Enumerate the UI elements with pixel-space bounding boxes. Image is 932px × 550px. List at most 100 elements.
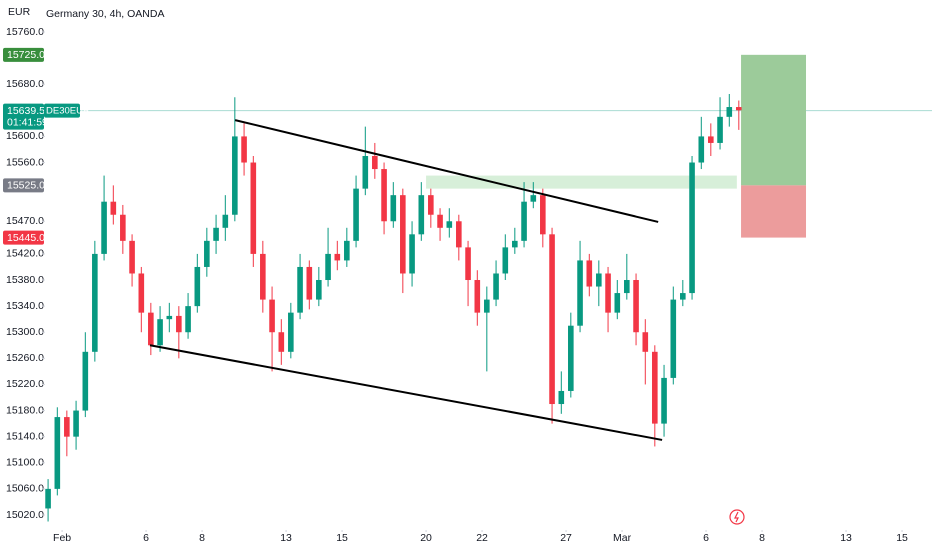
candle-body xyxy=(614,293,621,313)
candle-body xyxy=(278,332,285,352)
x-tick-label: 6 xyxy=(703,532,709,544)
candle-body xyxy=(624,280,630,294)
candle-body xyxy=(446,221,453,228)
x-tick-label: 22 xyxy=(476,532,488,544)
candle-body xyxy=(250,162,257,254)
candle-body xyxy=(680,293,686,300)
candle-body xyxy=(484,299,490,313)
y-tick-label: 15680.0 xyxy=(6,78,44,90)
candle-body xyxy=(502,247,509,274)
y-tick-label: 15470.0 xyxy=(6,215,44,227)
y-tick-label: 15140.0 xyxy=(6,430,44,442)
candle-body xyxy=(260,253,266,300)
x-tick-label: Mar xyxy=(613,532,632,544)
symbol-label: DE30EUR xyxy=(46,106,90,117)
candle-body xyxy=(138,273,145,313)
last-price-box xyxy=(3,103,44,130)
y-tick-label: 15340.0 xyxy=(6,300,44,312)
candle-body xyxy=(54,417,61,489)
y-tick-label: 15260.0 xyxy=(6,352,44,364)
candle-body xyxy=(372,155,378,170)
candle-body xyxy=(213,227,219,241)
candle-body xyxy=(110,201,117,215)
last-price-label: 15639.5 xyxy=(7,105,45,117)
candle-body xyxy=(73,410,79,437)
candle-body xyxy=(493,273,499,300)
candle-body xyxy=(521,201,527,241)
candle-body xyxy=(708,136,714,143)
stop-zone xyxy=(741,185,807,238)
candle-body xyxy=(512,240,518,248)
symbol-box xyxy=(44,103,80,118)
candle-body xyxy=(232,136,238,215)
candle-body xyxy=(194,266,201,307)
candle-body xyxy=(306,266,313,300)
candle-body xyxy=(670,299,677,378)
candle-body xyxy=(241,136,247,163)
candle-body xyxy=(92,253,98,352)
chart-title: Germany 30, 4h, OANDA xyxy=(46,8,164,20)
candle-body xyxy=(530,195,537,202)
candle-body xyxy=(176,315,182,333)
y-tick-label: 15300.0 xyxy=(6,326,44,338)
price-label-box xyxy=(3,47,44,62)
candle-body xyxy=(736,107,742,111)
candle-body xyxy=(381,169,387,222)
candle-body xyxy=(157,319,163,346)
candle-body xyxy=(222,214,229,228)
y-tick-label: 15380.0 xyxy=(6,274,44,286)
y-tick-label: 15020.0 xyxy=(6,509,44,521)
candle-body xyxy=(204,240,210,267)
candle-body xyxy=(334,253,341,261)
candle-body xyxy=(353,188,359,241)
candle-body xyxy=(390,195,397,222)
candle-body xyxy=(726,107,733,117)
candle-body xyxy=(540,195,546,235)
candle-body xyxy=(148,312,154,346)
y-tick-label: 15060.0 xyxy=(6,483,44,495)
y-tick-label: 15180.0 xyxy=(6,404,44,416)
countdown: 01:41:59 xyxy=(7,116,48,128)
candle-body xyxy=(568,325,574,391)
replay-icon[interactable] xyxy=(729,509,745,525)
y-tick-label: 15560.0 xyxy=(6,156,44,168)
candle-body xyxy=(288,312,294,352)
candle-body xyxy=(418,195,425,235)
candle-body xyxy=(45,488,51,509)
candle-body xyxy=(717,116,723,143)
x-tick-label: 6 xyxy=(143,532,149,544)
trendline xyxy=(234,119,659,223)
candle-body xyxy=(661,377,667,424)
candle-body xyxy=(642,332,649,352)
candle-body xyxy=(465,247,471,281)
candle-body xyxy=(549,234,555,405)
candle-body xyxy=(297,266,303,313)
price-label-box xyxy=(3,178,44,193)
price-label: 15445.0 xyxy=(7,232,45,244)
candle-body xyxy=(586,260,593,287)
candle-body xyxy=(316,280,322,300)
candle-body xyxy=(166,315,173,320)
candle-body xyxy=(344,240,350,261)
candle-body xyxy=(101,201,107,254)
candle-body xyxy=(129,240,135,274)
candle-body xyxy=(400,195,406,274)
candle-body xyxy=(64,417,70,437)
y-tick-label: 15600.0 xyxy=(6,130,44,142)
y-tick-label: 15420.0 xyxy=(6,248,44,260)
candle-body xyxy=(362,155,369,189)
candle-body xyxy=(456,221,462,248)
price-label-box xyxy=(3,230,44,245)
x-tick-label: 20 xyxy=(420,532,432,544)
candle-body xyxy=(596,273,602,287)
candle-body xyxy=(185,306,191,333)
candle-body xyxy=(428,195,434,215)
x-tick-label: 13 xyxy=(280,532,292,544)
candle-body xyxy=(325,253,331,281)
candle-body xyxy=(698,136,705,163)
x-tick-label: 8 xyxy=(759,532,765,544)
x-tick-label: 13 xyxy=(840,532,852,544)
trendline xyxy=(149,344,663,441)
candle-body xyxy=(558,390,565,405)
